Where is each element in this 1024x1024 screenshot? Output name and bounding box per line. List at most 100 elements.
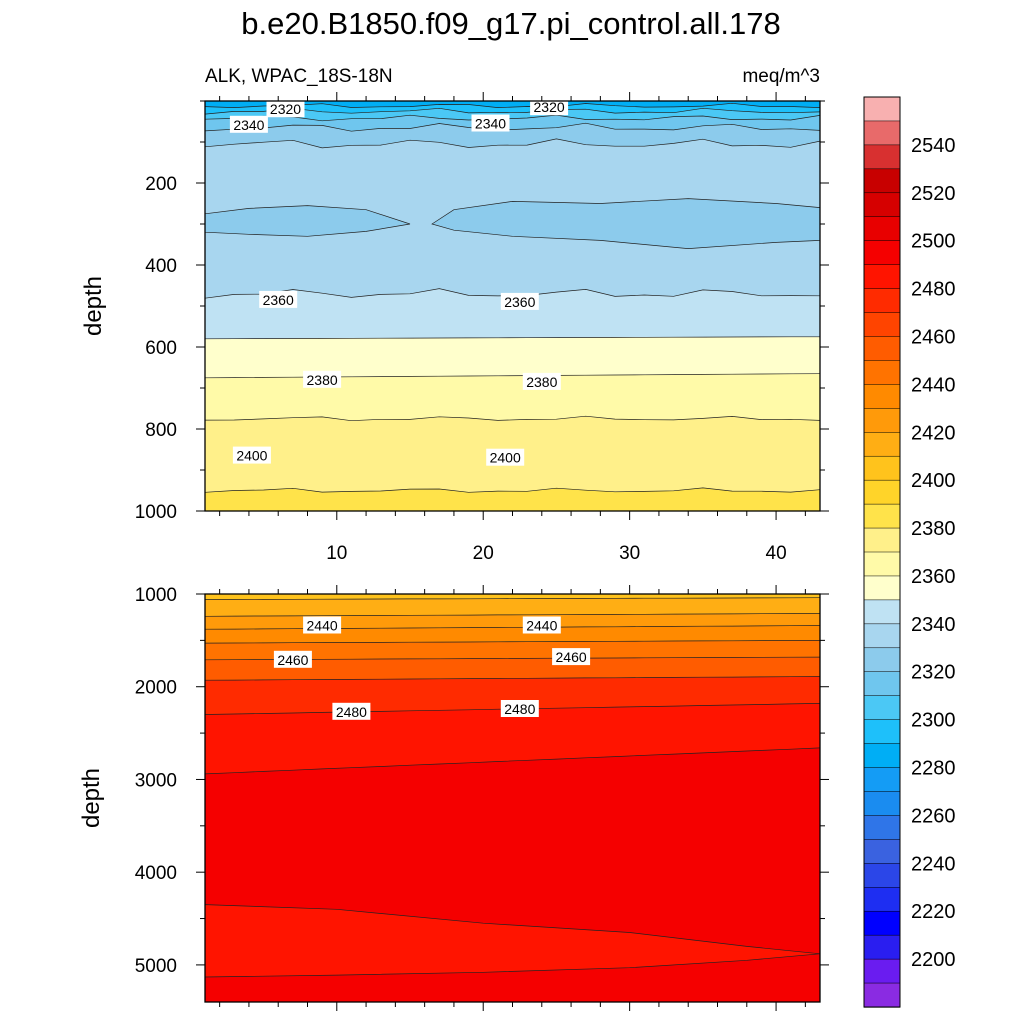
y-tick-label: 600: [145, 338, 177, 359]
colorbar-swatch: [863, 192, 901, 218]
colorbar-label: 2240: [911, 853, 956, 875]
colorbar-swatch: [863, 719, 901, 745]
y-tick-label: 5000: [135, 956, 177, 977]
contour-band: [205, 336, 820, 378]
colorbar-swatch: [863, 647, 901, 673]
contour-band: [205, 625, 820, 644]
colorbar-label: 2500: [911, 231, 956, 253]
colorbar-swatch: [863, 863, 901, 888]
colorbar-swatch: [863, 432, 901, 457]
contour-label-box: [232, 446, 271, 464]
contour-line: [204, 613, 821, 617]
upper-contour-lines: [204, 102, 821, 493]
contour-label: 2340: [233, 117, 264, 133]
contour-band: [204, 205, 411, 237]
colorbar-swatch: [863, 479, 901, 505]
contour-band: [205, 123, 820, 148]
contour-label: 2320: [270, 101, 301, 117]
colorbar-label: 2260: [911, 805, 956, 827]
contour-label: 2320: [534, 99, 565, 115]
colorbar-swatch: [863, 312, 901, 338]
contour-label: 2400: [490, 450, 521, 466]
contour-band: [205, 657, 820, 681]
colorbar-swatch: [863, 910, 901, 936]
contour-label: 2460: [556, 649, 587, 665]
contour-label-box: [486, 448, 525, 466]
contour-line: [204, 487, 821, 493]
y-tick-label: 1000: [135, 585, 177, 606]
lower-ylabel: depth: [78, 768, 105, 828]
upper-axis-ticks: 10 20 30 40 200 400 600 800 1000: [135, 92, 829, 564]
units-subtitle: meq/m^3: [742, 66, 820, 87]
contour-label-box: [303, 370, 342, 388]
colorbar-swatch: [863, 815, 901, 841]
colorbar-swatch: [863, 982, 901, 1008]
contour-label-box: [500, 700, 539, 717]
x-tick-label: 10: [326, 543, 347, 564]
contour-label-box: [273, 650, 312, 668]
contour-band: [205, 640, 820, 660]
contour-line: [204, 122, 821, 132]
x-tick-label: 30: [619, 543, 640, 564]
colorbar-swatch: [863, 767, 901, 793]
colorbar-label: 2400: [911, 470, 956, 492]
contour-label-box: [332, 702, 371, 720]
upper-panel: 2320 2320 2340 2340 2360 2360 2380 2380 2400 2400…: [80, 92, 829, 564]
contour-label-box: [522, 616, 561, 634]
colorbar-swatch: [863, 599, 901, 625]
x-tick-label: 20: [473, 543, 494, 564]
contour-line: [204, 415, 821, 422]
colorbar-swatch: [863, 264, 901, 290]
upper-contour-fill: [204, 101, 821, 511]
colorbar-swatch: [863, 503, 901, 529]
contour-label: 2440: [526, 618, 557, 634]
colorbar-swatch: [863, 695, 901, 721]
lower-panel: 2440 2440 2460 2460 2480 2480 1000 2000 3000 400…: [78, 585, 829, 1011]
colorbar-swatch: [863, 455, 901, 481]
contour-label: 2340: [475, 116, 506, 132]
colorbar-frame: [863, 96, 901, 1008]
x-tick-label: 40: [766, 543, 787, 564]
colorbar-label: 2340: [911, 614, 956, 636]
contour-label: 2480: [504, 701, 535, 717]
contour-line: [204, 336, 820, 340]
contour-band: [205, 613, 820, 630]
colorbar-label: 2520: [911, 183, 956, 205]
contour-line: [204, 107, 821, 115]
colorbar-swatch: [863, 887, 901, 912]
colorbar-swatch: [863, 623, 901, 649]
colorbar-swatch: [863, 839, 901, 864]
y-tick-label: 1000: [135, 502, 177, 523]
contour-band: [205, 703, 820, 774]
colorbar: 2200 2220 2240 2260 2280 2300 2320 2340 2360 2380…: [863, 96, 956, 1008]
colorbar-label: 2280: [911, 758, 956, 780]
contour-label-box: [471, 114, 510, 132]
colorbar-swatch: [863, 120, 901, 146]
contour-label-box: [229, 115, 268, 133]
colorbar-swatch: [863, 96, 901, 122]
colorbar-swatch: [863, 408, 901, 433]
contour-band: [204, 904, 821, 978]
colorbar-label: 2480: [911, 279, 956, 301]
colorbar-swatch: [863, 360, 901, 386]
lower-axis-ticks: 1000 2000 3000 4000 5000: [135, 585, 829, 1011]
contour-line: [204, 597, 821, 600]
y-tick-label: 400: [145, 256, 177, 277]
contour-label-box: [552, 648, 591, 666]
contour-label: 2380: [526, 374, 557, 390]
y-tick-label: 4000: [135, 863, 177, 884]
contour-line: [204, 640, 821, 644]
contour-label-box: [530, 98, 569, 116]
colorbar-label: 2220: [911, 901, 956, 923]
lower-contour-lines: [204, 597, 821, 775]
contour-label: 2480: [336, 704, 367, 720]
colorbar-label: 2360: [911, 566, 956, 588]
lower-contour-labels: 2440 2440 2460 2460 2480 2480: [273, 616, 591, 720]
colorbar-swatch: [863, 288, 901, 314]
colorbar-swatch: [863, 144, 901, 170]
contour-label-box: [266, 100, 305, 118]
contour-band: [205, 288, 820, 339]
y-tick-label: 2000: [135, 678, 177, 699]
colorbar-label: 2440: [911, 374, 956, 396]
contour-band: [205, 101, 820, 108]
